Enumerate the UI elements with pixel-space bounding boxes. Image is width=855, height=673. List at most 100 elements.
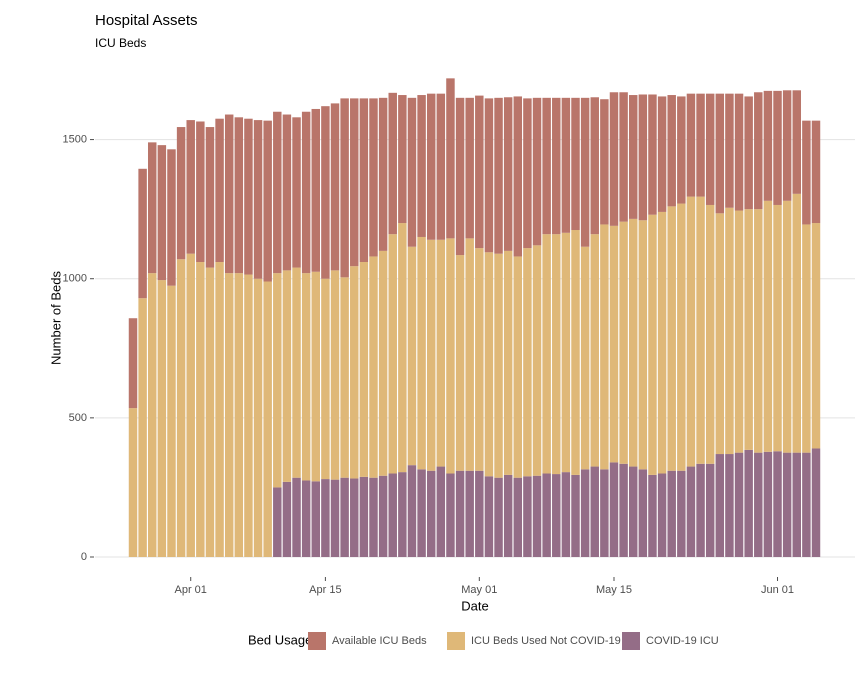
bar-segment: [667, 95, 676, 207]
bar-segment: [600, 469, 609, 557]
bar-segment: [234, 117, 244, 274]
bar-segment: [628, 95, 638, 219]
bar-segment: [811, 120, 821, 224]
bar-segment: [340, 277, 349, 478]
bar-segment: [792, 90, 801, 194]
bar-segment: [802, 452, 811, 557]
bar-segment: [388, 234, 397, 474]
x-axis-label: Date: [461, 598, 488, 613]
bar-segment: [542, 234, 551, 474]
bar-segment: [176, 127, 186, 260]
bar-segment: [580, 97, 590, 247]
bar-segment: [600, 224, 609, 470]
x-tick-label: Apr 01: [175, 584, 207, 596]
bar-segment: [330, 270, 340, 480]
bar-segment: [561, 472, 571, 557]
bar-segment: [475, 470, 484, 557]
y-axis-label: Number of Beds: [48, 271, 63, 365]
bar-segment: [253, 120, 263, 279]
legend-swatch: [308, 632, 326, 650]
bar-segment: [715, 454, 725, 557]
bar-segment: [773, 451, 782, 557]
bar-segment: [628, 466, 638, 557]
bar-segment: [186, 120, 195, 254]
bar-segment: [128, 408, 138, 557]
bar-segment: [773, 204, 782, 452]
bar-segment: [542, 473, 551, 557]
bar-segment: [792, 193, 801, 453]
bar-segment: [609, 462, 619, 557]
bar-segment: [426, 239, 436, 471]
bar-segment: [561, 97, 571, 233]
bar-segment: [273, 487, 282, 557]
bar-segment: [782, 200, 792, 453]
y-tick-label: 500: [69, 412, 87, 424]
bar-segment: [426, 93, 436, 240]
bar-segment: [301, 480, 311, 557]
bar-segment: [282, 114, 292, 271]
bar-segment: [388, 92, 397, 235]
bar-segment: [311, 481, 321, 557]
x-tick-label: Jun 01: [761, 584, 794, 596]
bar-segment: [494, 97, 503, 254]
bar-segment: [292, 477, 301, 557]
bar-segment: [619, 92, 628, 222]
bar-segment: [484, 98, 494, 253]
legend-swatch: [622, 632, 640, 650]
bar-segment: [359, 262, 369, 477]
legend-swatch: [447, 632, 465, 650]
bar-segment: [369, 98, 378, 257]
bar-segment: [763, 451, 773, 557]
legend-label: ICU Beds Used Not COVID-19: [471, 635, 621, 647]
bar-segment: [196, 262, 205, 557]
bar-segment: [484, 476, 494, 557]
bar-segment: [571, 230, 580, 475]
bar-segment: [359, 476, 369, 557]
bar-segment: [792, 452, 801, 557]
bar-segment: [215, 118, 224, 263]
bar-segment: [340, 477, 349, 557]
bar-segment: [725, 93, 734, 208]
x-tick-label: May 15: [596, 584, 632, 596]
bar-segment: [455, 470, 465, 557]
bar-segment: [628, 218, 638, 467]
bar-segment: [465, 238, 474, 471]
bar-segment: [167, 149, 176, 286]
bar-segment: [705, 93, 715, 205]
bar-segment: [465, 470, 474, 557]
bar-segment: [725, 454, 734, 557]
bar-segment: [552, 474, 561, 557]
bar-segment: [523, 98, 532, 249]
bar-segment: [244, 274, 253, 557]
chart-title: Hospital Assets: [95, 12, 198, 29]
legend-title: Bed Usage: [248, 632, 312, 647]
bar-segment: [619, 221, 628, 464]
bar-segment: [321, 106, 330, 279]
bar-segment: [532, 97, 542, 246]
bar-segment: [590, 97, 599, 235]
bar-segment: [696, 196, 705, 464]
bar-segment: [648, 94, 657, 215]
bar-segment: [426, 470, 436, 557]
bar-segment: [321, 278, 330, 480]
bar-segment: [619, 463, 628, 557]
y-tick-label: 1000: [63, 273, 87, 285]
bar-segment: [388, 473, 397, 557]
bar-segment: [696, 463, 705, 557]
bar-segment: [282, 481, 292, 557]
bar-segment: [350, 478, 359, 557]
bar-segment: [369, 477, 378, 557]
bar-segment: [648, 474, 657, 557]
bar-segment: [484, 252, 494, 477]
bar-segment: [224, 114, 234, 274]
bar-segment: [167, 285, 176, 557]
chart-subtitle: ICU Beds: [95, 36, 146, 50]
bar-segment: [157, 280, 167, 557]
bar-segment: [552, 234, 561, 475]
bar-segment: [686, 93, 696, 197]
bar-segment: [648, 214, 657, 475]
bar-segment: [407, 465, 417, 557]
bar-segment: [330, 479, 340, 557]
bar-segment: [417, 95, 426, 237]
bar-segment: [657, 473, 667, 557]
